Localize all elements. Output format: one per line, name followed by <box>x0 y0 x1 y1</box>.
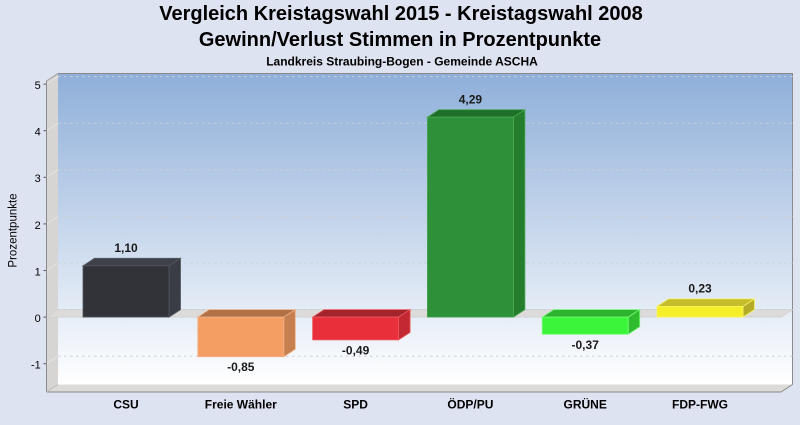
svg-text:2: 2 <box>35 220 41 232</box>
svg-text:3: 3 <box>35 173 41 185</box>
svg-text:Landkreis Straubing-Bogen - Ge: Landkreis Straubing-Bogen - Gemeinde ASC… <box>266 55 538 69</box>
svg-text:Freie Wähler: Freie Wähler <box>205 397 277 411</box>
svg-text:-0,37: -0,37 <box>572 338 600 352</box>
svg-text:4,29: 4,29 <box>459 92 483 106</box>
svg-text:-0,49: -0,49 <box>342 343 370 357</box>
svg-text:0: 0 <box>35 313 41 325</box>
svg-text:1,10: 1,10 <box>114 241 138 255</box>
svg-text:FDP-FWG: FDP-FWG <box>672 397 728 411</box>
svg-text:4: 4 <box>35 127 41 139</box>
svg-text:Prozentpunkte: Prozentpunkte <box>8 193 20 267</box>
svg-text:-1: -1 <box>31 360 41 372</box>
svg-text:GRÜNE: GRÜNE <box>564 396 607 411</box>
svg-text:5: 5 <box>35 80 41 92</box>
svg-text:Gewinn/Verlust Stimmen in Proz: Gewinn/Verlust Stimmen in Prozentpunkte <box>199 29 601 51</box>
svg-text:1: 1 <box>35 266 41 278</box>
svg-text:ÖDP/PU: ÖDP/PU <box>447 396 493 411</box>
svg-text:SPD: SPD <box>343 397 368 411</box>
svg-text:0,23: 0,23 <box>688 282 712 296</box>
svg-text:-0,85: -0,85 <box>227 360 255 374</box>
svg-text:CSU: CSU <box>113 397 138 411</box>
svg-text:Vergleich Kreistagswahl 2015 -: Vergleich Kreistagswahl 2015 - Kreistags… <box>159 3 643 25</box>
